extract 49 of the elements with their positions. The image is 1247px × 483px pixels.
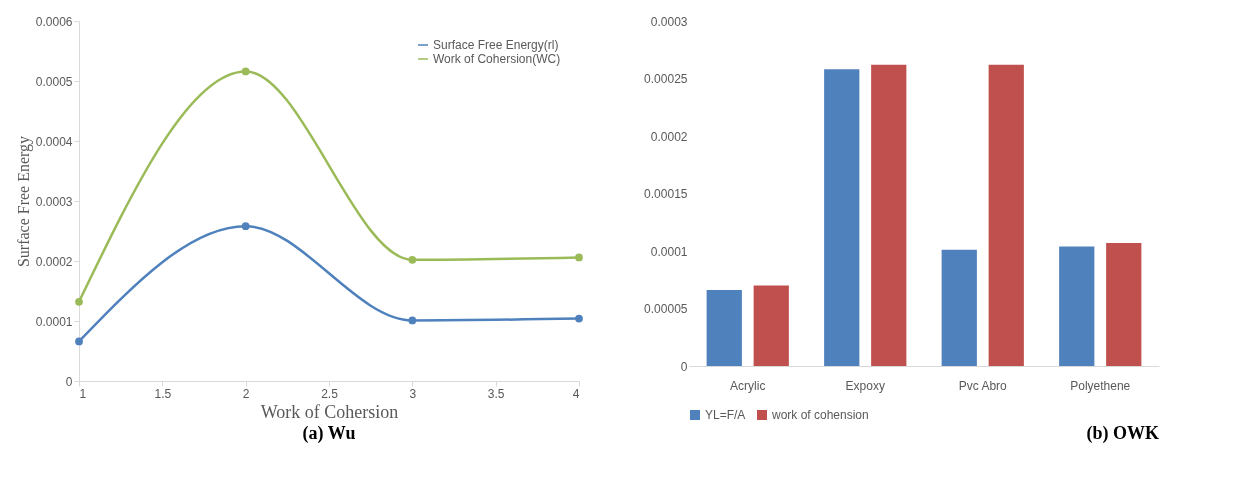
x-tick-label: Expoxy [845, 378, 885, 393]
text: (b) OWK [1086, 423, 1159, 444]
legend-label: YL=F/A [705, 408, 746, 422]
x-axis-title: Work of Cohersion [260, 401, 399, 422]
x-tick-label: Acrylic [730, 378, 766, 393]
y-tick-label: 0.0006 [35, 14, 73, 29]
x-tick-label: 4 [572, 386, 580, 401]
point [241, 67, 250, 76]
bar [753, 285, 789, 366]
x-tick-label: 3 [409, 386, 417, 401]
y-tick-label: 0 [65, 374, 73, 389]
y-axis-title: Surface Free Energy [14, 135, 33, 268]
point [575, 314, 583, 323]
y-tick-label: 0.0004 [35, 134, 73, 149]
y-tick-label: 0.0002 [650, 129, 688, 144]
x-tick-label: Polyethene [1070, 378, 1131, 393]
point [408, 255, 417, 264]
point [75, 337, 83, 346]
point [241, 222, 250, 231]
bar [988, 64, 1024, 366]
x-tick-label: 3.5 [487, 386, 505, 401]
y-tick-label: 0 [680, 359, 688, 374]
legend-label: Surface Free Energy(rl) [433, 38, 559, 52]
x-tick-label: Pvc Abro [958, 378, 1008, 393]
bar [824, 69, 860, 366]
bar [941, 249, 977, 366]
x-tick-label: 1 [79, 386, 87, 401]
bar [1106, 242, 1142, 366]
bar [706, 290, 742, 366]
point [408, 316, 417, 325]
legend-label: Work of Cohersion(WC) [433, 52, 561, 66]
y-tick-label: 0.00005 [644, 302, 688, 316]
y-tick-label: 0.0003 [650, 14, 688, 29]
bar [1059, 246, 1095, 366]
y-tick-label: 0.0001 [35, 314, 73, 329]
y-tick-label: 0.00015 [644, 187, 688, 201]
point [575, 253, 583, 262]
point [75, 297, 83, 306]
bar [871, 64, 907, 366]
x-tick-label: 2.5 [321, 386, 339, 401]
y-tick-label: 0.0003 [35, 194, 73, 209]
x-tick-label: 1.5 [154, 386, 172, 401]
x-tick-label: 2 [242, 386, 250, 401]
legend-label: work of cohension [771, 408, 869, 422]
y-tick-label: 0.00025 [644, 72, 688, 86]
y-tick-label: 0.0002 [35, 254, 73, 269]
y-tick-label: 0.0005 [35, 74, 73, 89]
y-tick-label: 0.0001 [650, 244, 688, 259]
text: (a) Wu [302, 423, 356, 444]
